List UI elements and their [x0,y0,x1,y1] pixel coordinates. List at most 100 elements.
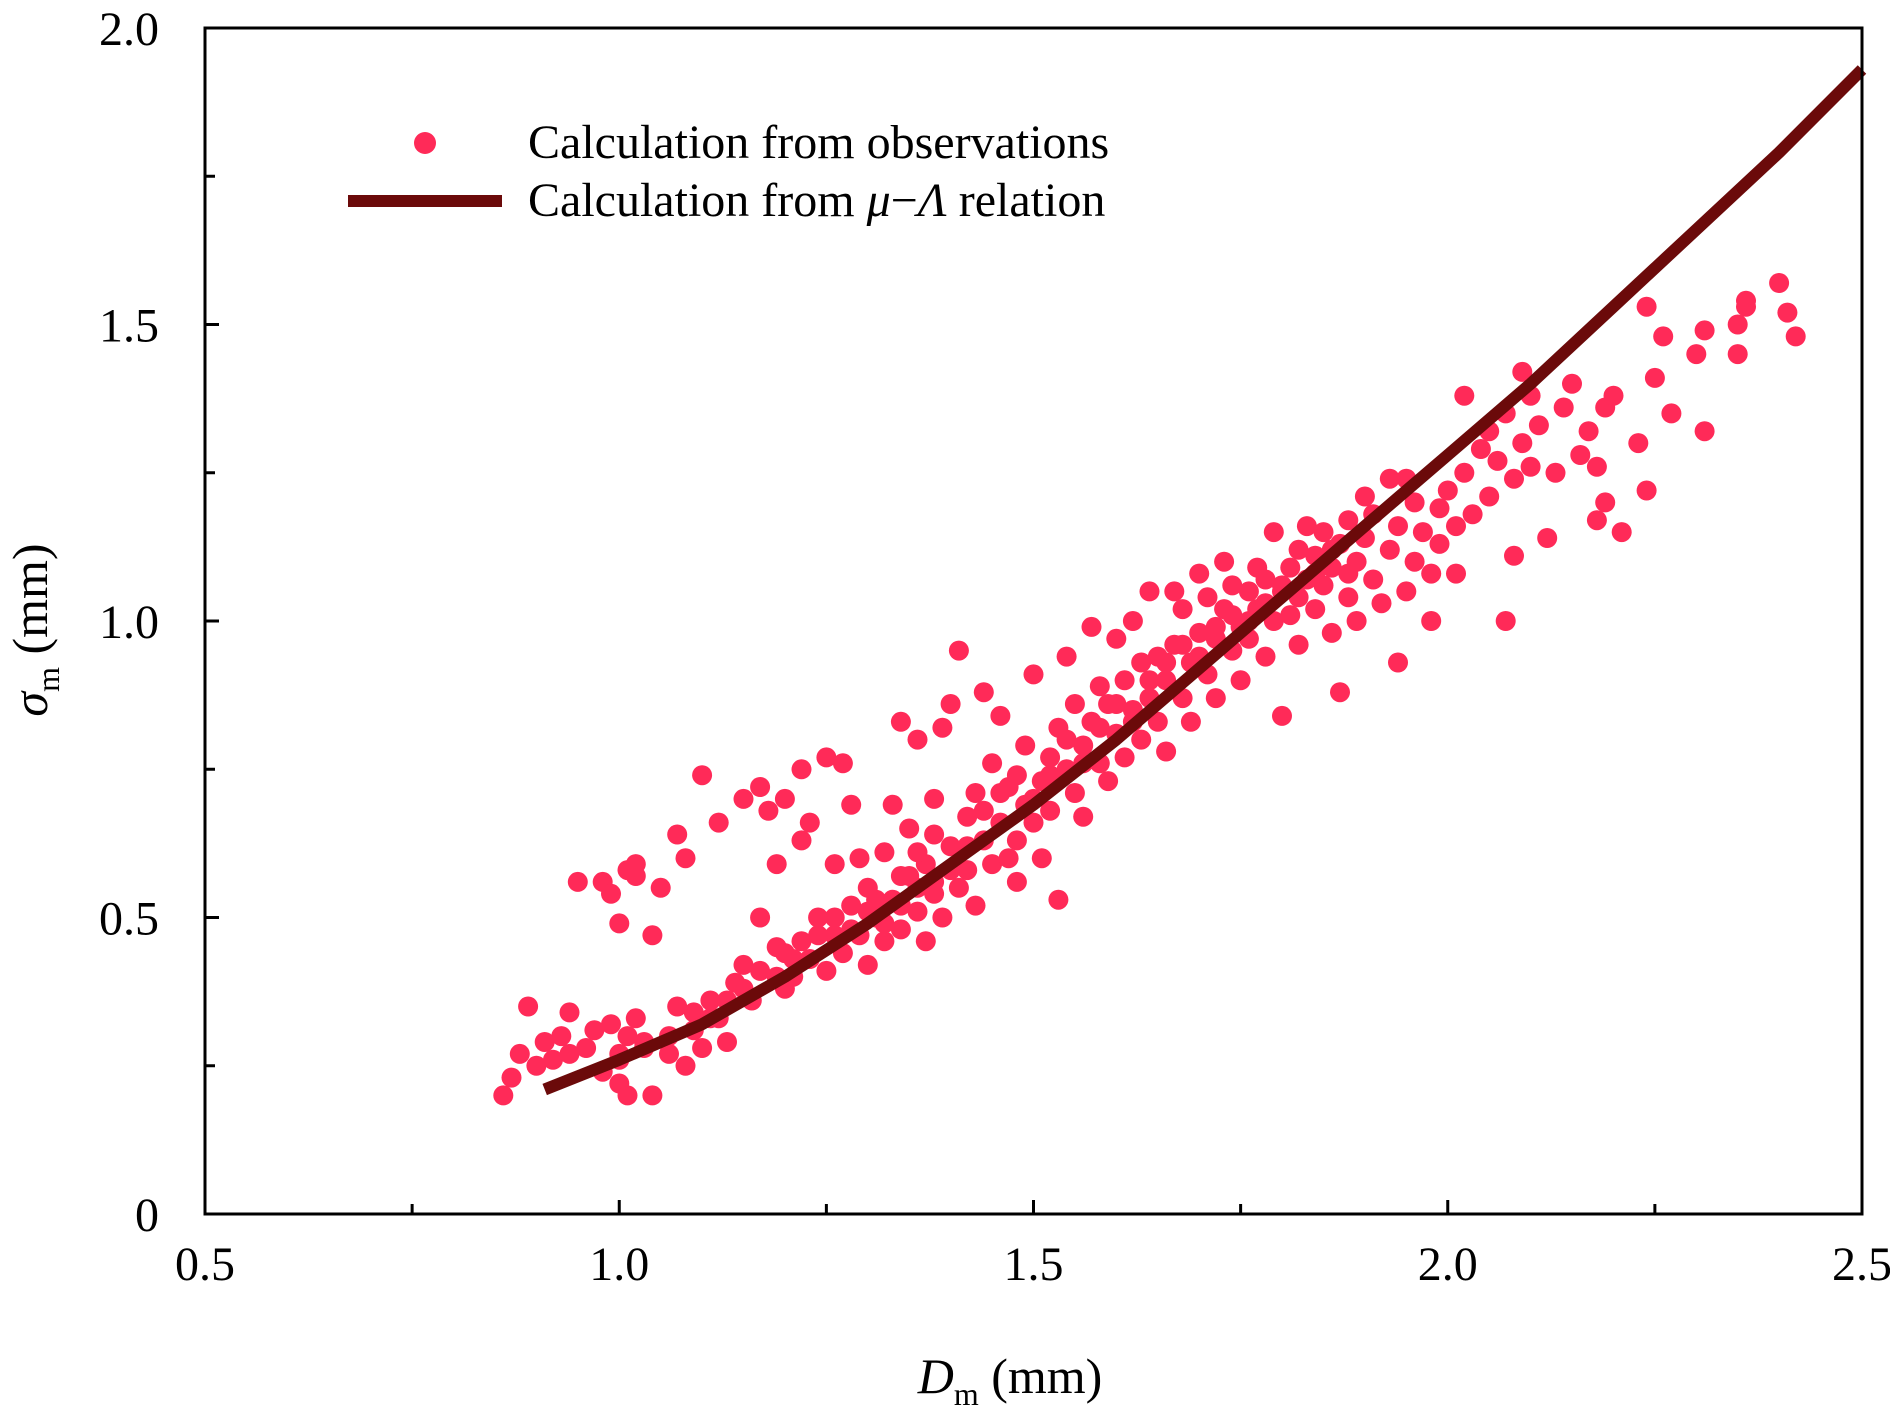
observation-point [1628,433,1649,454]
observation-point [1197,587,1218,608]
observation-point [849,848,870,869]
observation-point [1214,551,1235,572]
observation-point [948,877,969,898]
observation-point [1462,504,1483,525]
observation-point [982,753,1003,774]
observation-point [1636,480,1657,501]
observation-point [675,848,696,869]
y-tick-label: 0 [135,1189,159,1242]
observation-point [1379,468,1400,489]
observation-point [832,753,853,774]
observation-point [1230,670,1251,691]
observation-point [874,931,895,952]
observation-point [509,1043,530,1064]
observation-point [1040,747,1061,768]
observation-point [1330,682,1350,703]
observation-point [1545,462,1566,483]
observation-point [857,954,878,975]
x-tick-label: 2.0 [1418,1238,1478,1291]
observation-point [890,711,911,732]
observation-point [1106,628,1127,649]
y-tick-label: 1.0 [99,596,159,649]
observation-point [1379,539,1400,560]
observation-point [1006,830,1027,851]
x-tick-label: 0.5 [175,1238,235,1291]
observation-point [841,794,862,815]
observation-point [1595,492,1616,513]
observation-point [948,640,969,661]
observation-point [700,990,721,1011]
observation-point [1495,611,1516,631]
x-axis-title: Dm (mm) [917,1348,1103,1406]
observation-point [1089,717,1110,738]
observation-point [1081,616,1102,637]
observation-point [1404,551,1425,572]
observation-point [1396,581,1417,602]
observation-point [799,812,820,833]
observation-point [1528,415,1549,436]
observation-point [1363,569,1384,590]
observation-point [601,883,621,904]
observation-point [1180,711,1201,732]
observation-point [1156,652,1177,673]
observation-point [1006,765,1027,786]
observation-point [667,996,688,1017]
observation-point [932,717,953,738]
observation-point [1263,522,1284,543]
observation-point [567,871,588,892]
observation-point [1238,581,1259,602]
observation-point [1512,361,1533,382]
observation-point [1727,344,1748,365]
observation-point [625,1008,646,1029]
observation-point [1520,456,1541,477]
observation-point [907,842,928,863]
y-tick-label: 1.5 [99,300,159,353]
observation-point [1479,486,1500,507]
observation-point [1338,563,1359,584]
observation-point [1694,421,1715,442]
observation-point [990,705,1011,726]
observation-point [1023,812,1044,833]
observation-point [1031,848,1052,869]
observation-point [675,1055,696,1076]
observation-point [791,830,812,851]
observation-point [1421,563,1442,584]
observation-point [1098,771,1119,792]
observation-point [1338,510,1359,531]
observation-point [1089,676,1110,697]
observation-point [526,1055,547,1076]
x-tick-label: 1.0 [589,1238,649,1291]
observation-point [534,1032,555,1052]
legend: Calculation from observations Calculatio… [348,116,1109,227]
observation-point [1280,557,1301,578]
observation-point [1611,522,1632,543]
observation-point [1313,522,1334,543]
observation-point [559,1002,580,1023]
observation-point [1288,539,1309,560]
observation-point [1156,741,1177,762]
observation-point [874,842,895,863]
observation-point [659,1043,679,1064]
observation-point [1172,634,1193,655]
observation-point [1106,694,1127,714]
observation-point [1131,652,1152,673]
observation-point [1777,302,1798,323]
observation-point [1354,486,1375,507]
observation-point [774,788,795,809]
observation-point [1388,516,1408,537]
observation-point [1288,634,1309,655]
observation-point [924,824,945,845]
observation-point [1769,273,1790,293]
observation-point [824,854,845,875]
observation-point [940,836,961,857]
observation-point [1388,652,1408,673]
observation-point [1205,688,1226,709]
observation-point [750,907,771,928]
observation-point [717,1032,737,1052]
observation-point [750,960,771,981]
observation-point [1570,445,1591,465]
observation-point [1736,296,1756,317]
observation-point [1553,397,1574,418]
observation-point [1073,735,1094,756]
observation-point [683,1002,704,1023]
